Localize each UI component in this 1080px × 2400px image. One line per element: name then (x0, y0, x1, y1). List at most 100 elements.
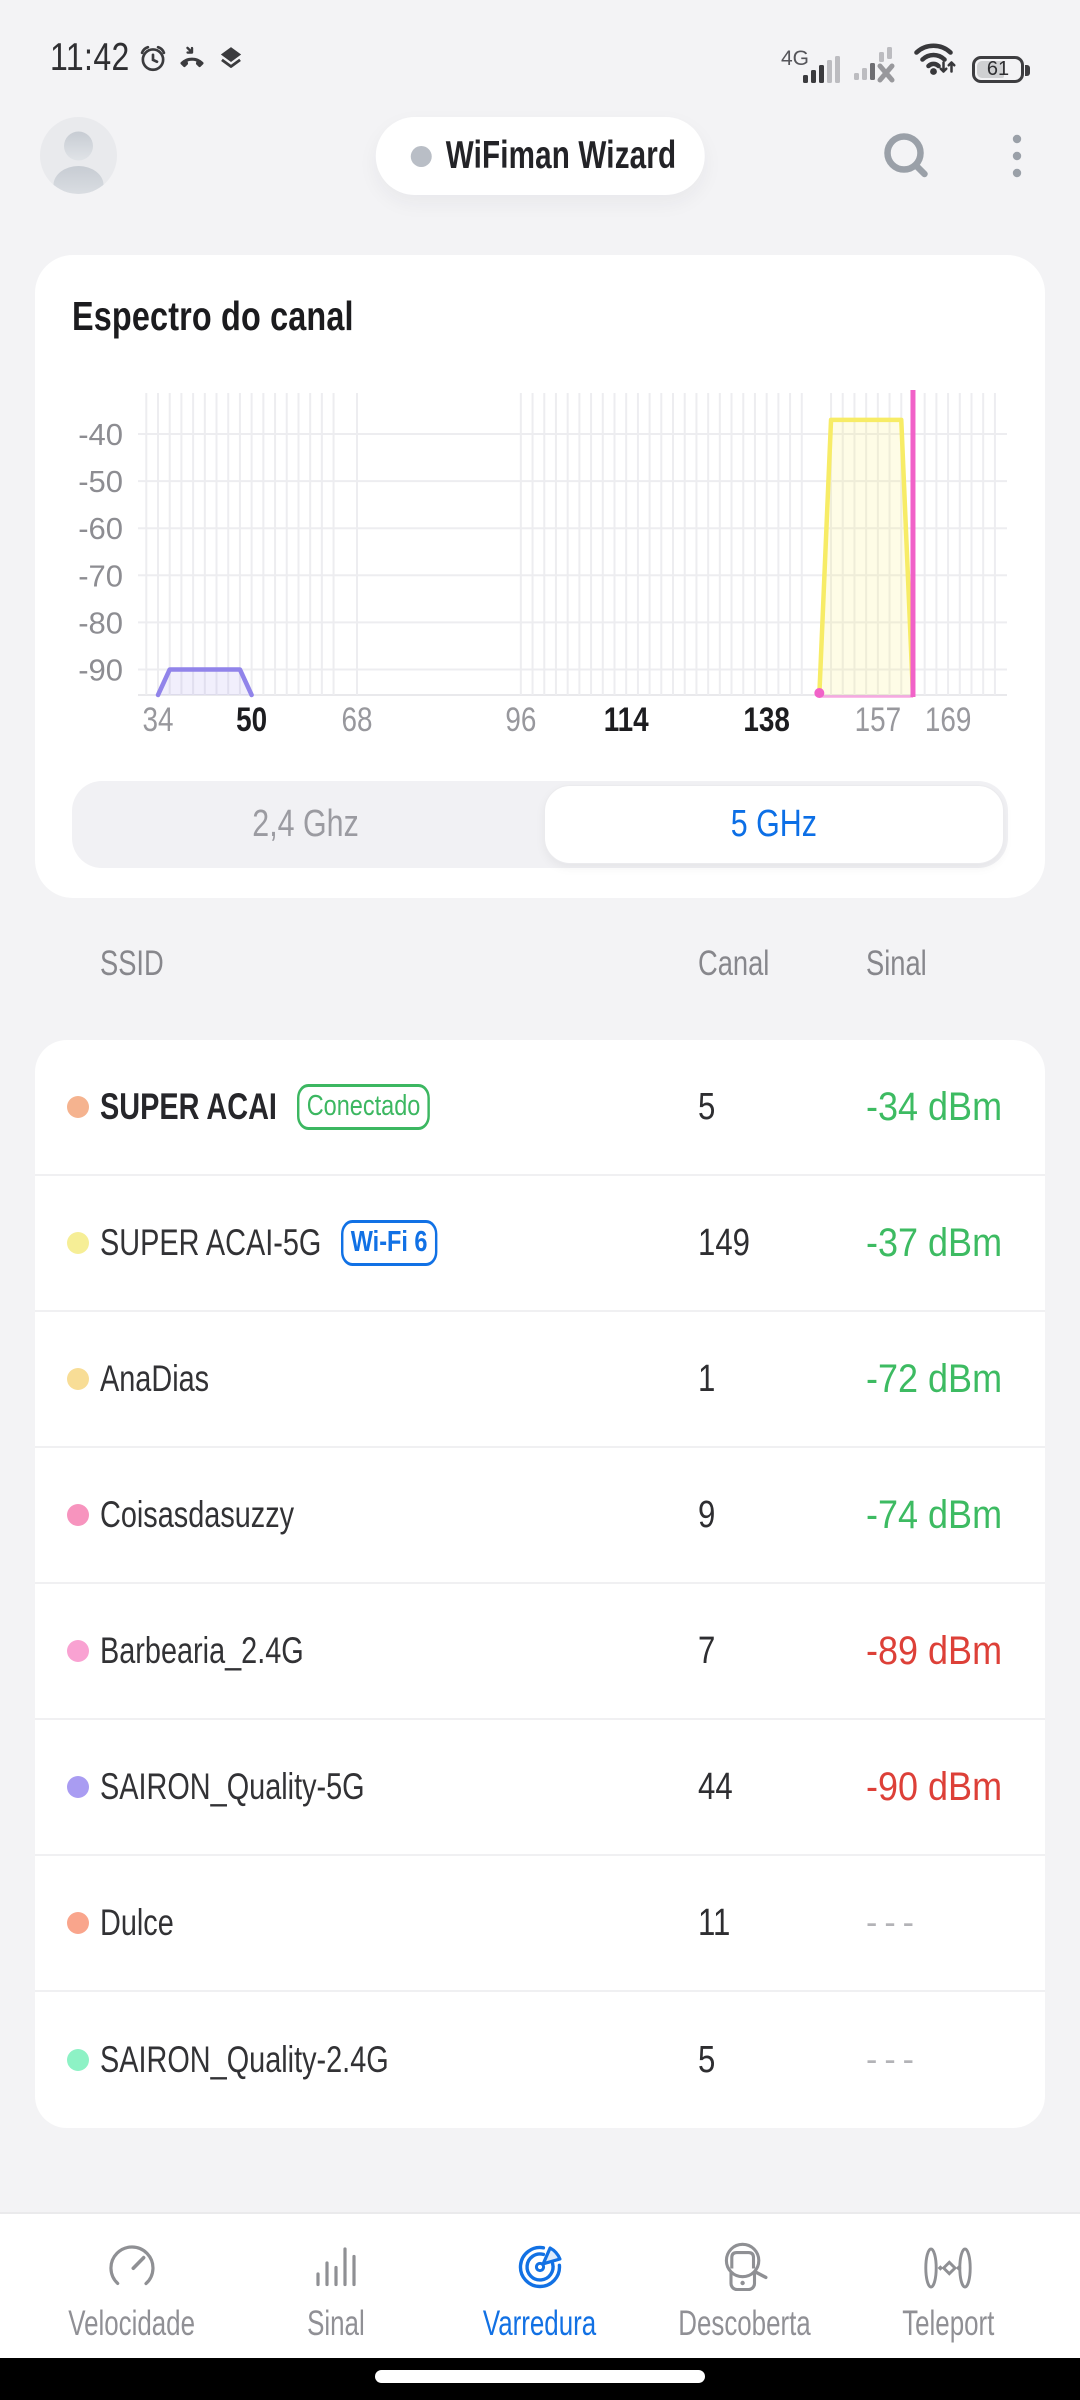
teleport-icon (922, 2242, 974, 2294)
network-row[interactable]: SAIRON_Quality-2.4G 5 --- (35, 1992, 1045, 2128)
nav-item-sinal[interactable]: Sinal (234, 2214, 438, 2358)
x-axis-label: 34 (143, 701, 174, 739)
band-option-2-4ghz[interactable]: 2,4 Ghz (72, 781, 540, 868)
column-header-canal: Canal (698, 944, 770, 983)
nav-label: Sinal (307, 2304, 365, 2343)
network-row[interactable]: AnaDias 1 -72 dBm (35, 1312, 1045, 1448)
network-signal: -90 dBm (866, 1764, 1003, 1809)
spectrum-card-title: Espectro do canal (72, 293, 354, 339)
sim2-signal-icon (854, 44, 900, 83)
nav-item-velocidade[interactable]: Velocidade (30, 2214, 234, 2358)
network-ssid: Coisasdasuzzy (100, 1494, 295, 1535)
network-ssid: AnaDias (100, 1358, 210, 1399)
battery-percent: 61 (986, 58, 1010, 80)
y-axis-label: -90 (78, 653, 123, 688)
network-signal: --- (866, 2040, 921, 2079)
channel-spectrum-card: Espectro do canal -40 -50 -60 -70 -80 -90 34 50… (35, 255, 1045, 898)
nav-item-teleport[interactable]: Teleport (846, 2214, 1050, 2358)
x-axis-label: 50 (236, 701, 267, 739)
network-channel-cell: 5 (698, 1992, 715, 2128)
network-ssid-cell: SAIRON_Quality-2.4G (67, 1992, 389, 2128)
network-row[interactable]: SAIRON_Quality-5G 44 -90 dBm (35, 1720, 1045, 1856)
wifi-status-icon (914, 40, 958, 83)
network-channel-cell: 11 (698, 1856, 730, 1990)
network-signal: -74 dBm (866, 1492, 1003, 1537)
network-color-dot (67, 1232, 89, 1254)
network-spectrum-outline (155, 667, 254, 698)
alarm-icon (137, 42, 169, 74)
network-type-label: 4G (781, 47, 810, 70)
network-ssid-cell: SUPER ACAI Conectado (67, 1040, 431, 1174)
network-ssid-cell: SAIRON_Quality-5G (67, 1720, 365, 1854)
network-signal-cell: -72 dBm (866, 1312, 1002, 1446)
network-channel-cell: 1 (698, 1312, 715, 1446)
network-channel: 5 (698, 1085, 716, 1128)
network-signal-cell: -37 dBm (866, 1176, 1002, 1310)
network-signal-cell: -34 dBm (866, 1040, 1002, 1174)
network-channel: 44 (698, 1765, 733, 1808)
network-signal-cell: -90 dBm (866, 1720, 1002, 1854)
signal-bars-icon (310, 2242, 362, 2294)
band-option-5ghz[interactable]: 5 GHz (540, 781, 1008, 868)
network-channel: 9 (698, 1493, 716, 1536)
x-axis-label: 169 (925, 701, 972, 739)
network-spectrum-base-dot (814, 688, 825, 698)
y-axis-label: -70 (78, 558, 123, 593)
network-row[interactable]: Barbearia_2.4G 7 -89 dBm (35, 1584, 1045, 1720)
network-row[interactable]: SUPER ACAI Conectado 5 -34 dBm (35, 1040, 1045, 1176)
y-axis-label: -60 (78, 511, 123, 546)
search-icon[interactable] (881, 131, 931, 181)
app-header: WiFiman Wizard (0, 117, 1080, 195)
app-title-pill: WiFiman Wizard (375, 117, 705, 195)
network-color-dot (67, 1368, 89, 1390)
nav-item-varredura[interactable]: Varredura (438, 2214, 642, 2358)
network-signal-cell: -74 dBm (866, 1448, 1002, 1582)
network-color-dot (67, 1640, 89, 1662)
network-row[interactable]: Dulce 11 --- (35, 1856, 1045, 1992)
column-header-ssid: SSID (100, 944, 164, 983)
x-axis-label: 68 (341, 701, 372, 739)
network-ssid: SUPER ACAI-5G (100, 1222, 322, 1263)
network-table-header: SSID Canal Sinal (0, 944, 1080, 984)
network-channel-cell: 9 (698, 1448, 715, 1582)
column-header-sinal: Sinal (866, 944, 927, 983)
network-channel-cell: 5 (698, 1040, 715, 1174)
avatar[interactable] (40, 117, 117, 194)
channel-spectrum-chart: -40 -50 -60 -70 -80 -90 34 50 68 96 114 138 157 169 (78, 390, 1007, 739)
network-channel: 1 (698, 1357, 716, 1400)
mobile-signal-icon: 4G (781, 45, 840, 83)
bottom-nav: Velocidade Sinal Varredura Descoberta Telepo… (0, 2212, 1080, 2358)
network-channel-cell: 7 (698, 1584, 715, 1718)
network-channel-cell: 149 (698, 1176, 750, 1310)
network-color-dot (67, 1096, 89, 1118)
network-channel: 5 (698, 2038, 716, 2081)
network-channel: 11 (698, 1901, 731, 1944)
home-indicator[interactable] (375, 2370, 705, 2383)
x-axis-label: 114 (604, 701, 649, 739)
network-ssid-cell: Dulce (67, 1856, 174, 1990)
network-badge: Conectado (296, 1084, 431, 1130)
nav-label: Descoberta (677, 2304, 811, 2343)
band-toggle-selected-pill (544, 785, 1004, 864)
page-title: WiFiman Wizard (445, 134, 677, 177)
y-axis-label: -40 (78, 417, 123, 452)
network-ssid: Dulce (100, 1902, 174, 1943)
kebab-menu-icon[interactable] (992, 131, 1042, 181)
network-signal: -37 dBm (866, 1220, 1003, 1265)
network-channel: 7 (698, 1629, 716, 1672)
network-spectrum-area (819, 419, 913, 695)
network-signal-cell: -89 dBm (866, 1584, 1002, 1718)
network-row[interactable]: SUPER ACAI-5G Wi-Fi 6 149 -37 dBm (35, 1176, 1045, 1312)
network-ssid: SAIRON_Quality-5G (100, 1766, 365, 1807)
network-row[interactable]: Coisasdasuzzy 9 -74 dBm (35, 1448, 1045, 1584)
radar-scan-icon (514, 2242, 566, 2294)
band-option-label: 5 GHz (730, 803, 818, 845)
network-channel: 149 (698, 1221, 750, 1264)
network-ssid-cell: Barbearia_2.4G (67, 1584, 304, 1718)
nav-item-descoberta[interactable]: Descoberta (642, 2214, 846, 2358)
x-axis-label: 96 (505, 701, 536, 739)
nav-label: Varredura (483, 2304, 597, 2343)
network-ssid-cell: AnaDias (67, 1312, 209, 1446)
network-signal: --- (866, 1903, 921, 1942)
network-color-dot (67, 1776, 89, 1798)
